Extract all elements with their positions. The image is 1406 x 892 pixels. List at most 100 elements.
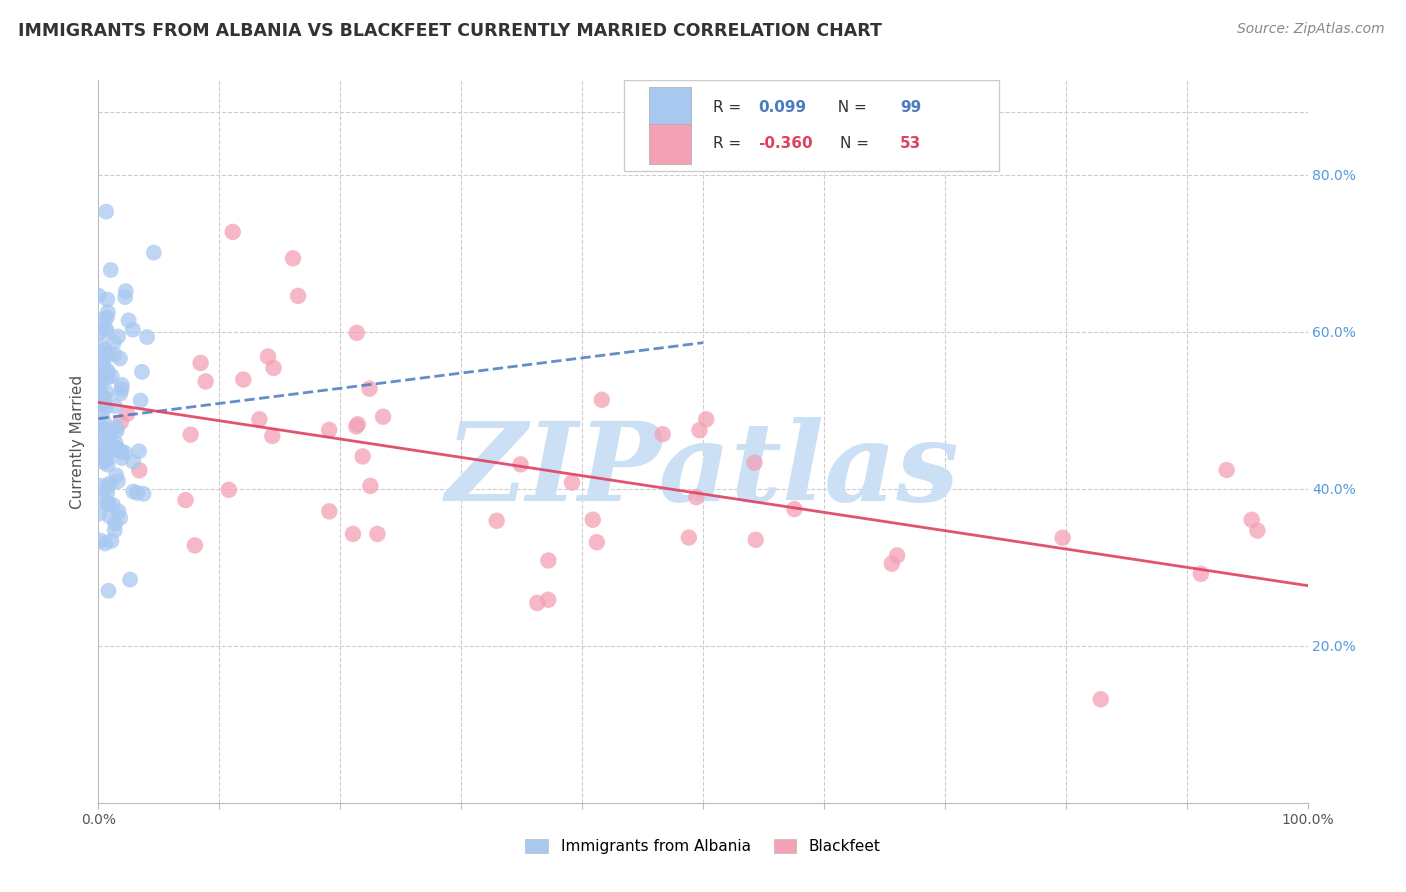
Point xyxy=(651,427,673,442)
Point xyxy=(87,375,110,389)
Point xyxy=(97,479,120,493)
Point xyxy=(105,468,128,483)
Point xyxy=(120,573,142,587)
Point xyxy=(105,441,128,455)
Point xyxy=(342,527,364,541)
Point xyxy=(127,486,149,500)
Point xyxy=(886,549,908,563)
Point xyxy=(136,330,159,344)
Point xyxy=(89,325,111,339)
Point xyxy=(509,458,531,472)
Point xyxy=(89,450,111,465)
Point xyxy=(103,334,125,349)
Point xyxy=(281,252,304,266)
Point xyxy=(98,430,121,444)
Point xyxy=(111,450,134,465)
Point xyxy=(695,412,717,426)
Point xyxy=(1215,463,1237,477)
Point xyxy=(94,343,117,357)
Point xyxy=(96,452,118,467)
Point xyxy=(184,538,207,552)
Point xyxy=(89,507,111,521)
Point xyxy=(104,516,127,531)
Point xyxy=(93,421,115,435)
Point xyxy=(100,533,122,548)
Point xyxy=(96,204,118,219)
Point xyxy=(96,442,118,456)
Legend: Immigrants from Albania, Blackfeet: Immigrants from Albania, Blackfeet xyxy=(519,832,887,860)
Point xyxy=(108,351,131,366)
Point xyxy=(263,361,285,376)
Point xyxy=(131,365,153,379)
Point xyxy=(91,351,114,366)
Point xyxy=(97,497,120,511)
Point xyxy=(91,406,114,420)
Point xyxy=(93,455,115,469)
Point xyxy=(359,382,381,396)
Point xyxy=(90,445,112,459)
Point xyxy=(103,347,125,361)
Point xyxy=(97,496,120,510)
Point xyxy=(90,434,112,449)
Point xyxy=(98,509,121,524)
Point xyxy=(94,536,117,550)
Point xyxy=(783,502,806,516)
Point xyxy=(114,284,136,298)
Point xyxy=(100,263,122,277)
Text: 0.099: 0.099 xyxy=(759,100,807,115)
Point xyxy=(105,420,128,434)
Point xyxy=(128,463,150,477)
Point xyxy=(132,487,155,501)
Point xyxy=(98,435,121,450)
Point xyxy=(371,409,394,424)
Point xyxy=(97,347,120,361)
Point xyxy=(318,504,340,518)
Point xyxy=(232,373,254,387)
Point xyxy=(115,407,138,421)
Point xyxy=(93,424,115,438)
Point xyxy=(97,458,120,472)
Point xyxy=(1090,692,1112,706)
Point xyxy=(96,486,118,500)
Point xyxy=(91,391,114,405)
Point xyxy=(107,474,129,488)
Text: N =: N = xyxy=(828,100,872,115)
Point xyxy=(89,382,111,396)
Point xyxy=(110,511,132,525)
Point xyxy=(591,392,613,407)
Point xyxy=(218,483,240,497)
Text: IMMIGRANTS FROM ALBANIA VS BLACKFEET CURRENTLY MARRIED CORRELATION CHART: IMMIGRANTS FROM ALBANIA VS BLACKFEET CUR… xyxy=(18,22,882,40)
Point xyxy=(104,436,127,450)
Point xyxy=(96,365,118,379)
Point xyxy=(346,417,368,432)
Point xyxy=(98,425,121,440)
Point xyxy=(93,367,115,381)
Point xyxy=(122,455,145,469)
Point xyxy=(105,424,128,438)
Point xyxy=(122,484,145,499)
Point xyxy=(93,415,115,429)
Point xyxy=(97,305,120,319)
Point xyxy=(97,583,120,598)
Point xyxy=(98,444,121,458)
Point xyxy=(110,415,132,429)
Point xyxy=(194,375,217,389)
Point xyxy=(129,393,152,408)
Point xyxy=(262,429,284,443)
Point xyxy=(318,423,340,437)
Point xyxy=(287,289,309,303)
Point xyxy=(110,382,132,396)
Text: -0.360: -0.360 xyxy=(759,136,813,152)
Point xyxy=(90,338,112,352)
Text: 99: 99 xyxy=(900,100,921,115)
Point xyxy=(108,444,131,458)
Point xyxy=(98,476,121,491)
Text: R =: R = xyxy=(713,100,745,115)
Point xyxy=(91,437,114,451)
Point xyxy=(359,479,381,493)
Point xyxy=(118,313,141,327)
Point xyxy=(352,450,374,464)
Point xyxy=(89,368,111,382)
Point xyxy=(110,386,132,401)
Point xyxy=(366,527,388,541)
